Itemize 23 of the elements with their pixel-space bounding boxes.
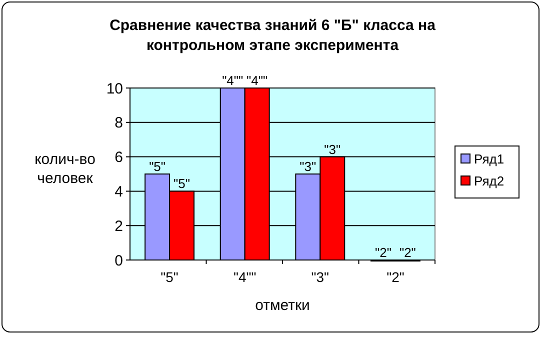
annotation: "5": [149, 159, 166, 174]
annotation: "2": [374, 245, 392, 260]
annotation: "2": [399, 245, 416, 260]
x-axis-title: отметки: [255, 297, 310, 314]
y-tick-label: 6: [114, 149, 123, 166]
annotation: "3": [300, 159, 317, 174]
x-tick-label: "3": [311, 269, 330, 285]
x-tick-label: "2": [386, 269, 404, 285]
x-tick-label: "5": [160, 269, 178, 285]
legend-label: Ряд2: [474, 174, 504, 189]
y-tick-label: 0: [114, 252, 123, 270]
y-tick-label: 8: [114, 114, 123, 132]
annotation: "5": [174, 176, 190, 192]
y-tick-label: 2: [114, 218, 123, 235]
x-tick-label: "4"": [233, 269, 256, 285]
chart-title: Сравнение качества знаний 6 "Б" класса на контрольном этапе эксперимента: [110, 17, 436, 54]
annotation: "4"": [246, 73, 268, 88]
annotation: "4"": [222, 73, 244, 88]
legend-label: Ряд1: [474, 152, 504, 167]
y-axis-title: колич-во человек: [34, 151, 96, 187]
annotation: "3": [324, 142, 341, 157]
y-tick-label: 4: [114, 183, 123, 200]
y-tick-label: 10: [106, 80, 123, 98]
